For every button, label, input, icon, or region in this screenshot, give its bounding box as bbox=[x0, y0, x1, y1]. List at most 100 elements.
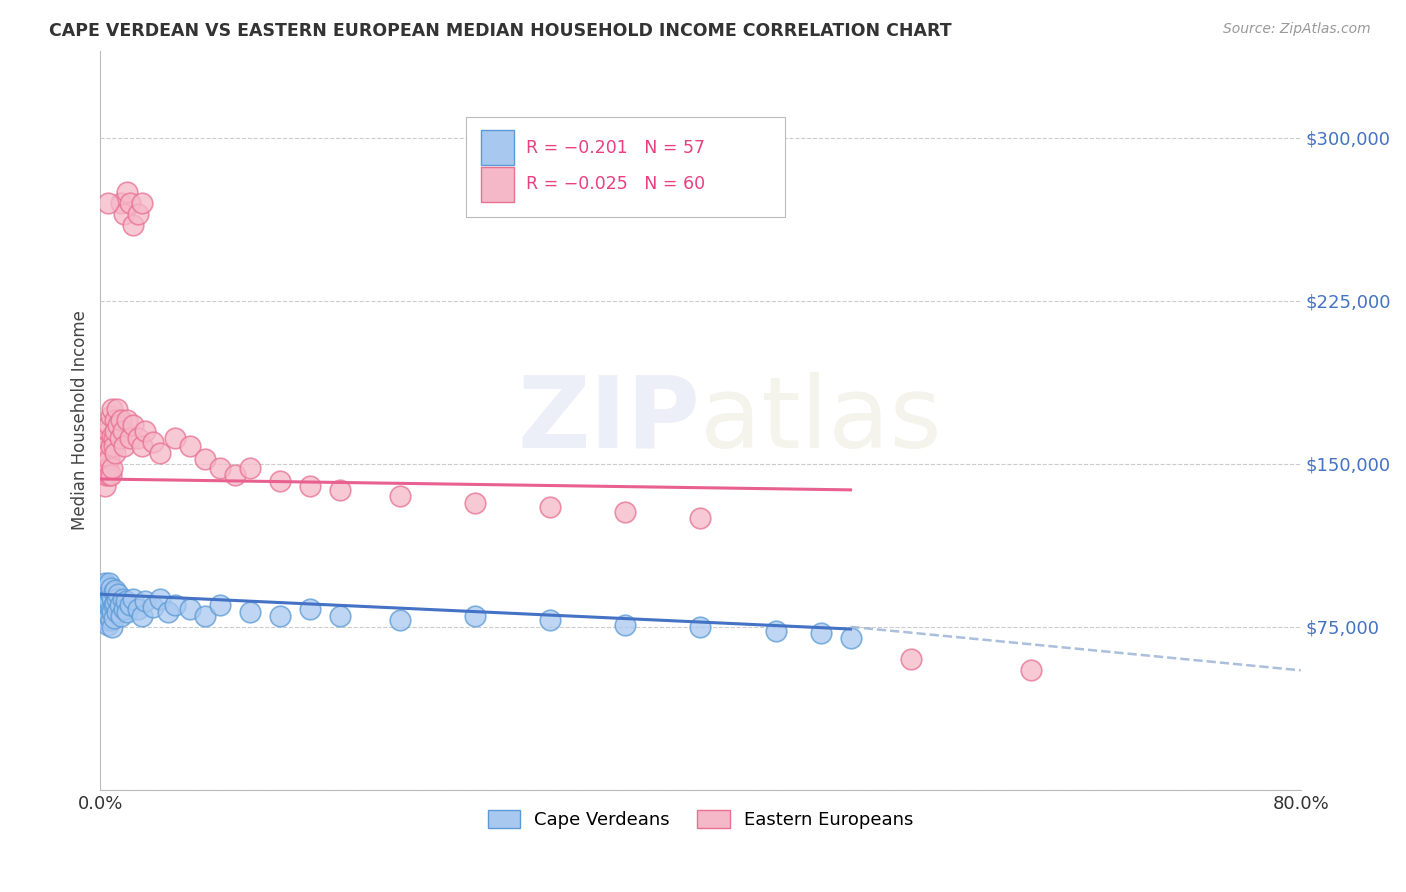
Point bbox=[179, 602, 201, 616]
Point bbox=[134, 424, 156, 438]
Point bbox=[299, 602, 322, 616]
Point bbox=[110, 413, 132, 427]
Point bbox=[149, 591, 172, 606]
Point bbox=[97, 424, 120, 438]
Point bbox=[1019, 663, 1042, 677]
Point bbox=[101, 620, 124, 634]
Point bbox=[464, 609, 486, 624]
Text: CAPE VERDEAN VS EASTERN EUROPEAN MEDIAN HOUSEHOLD INCOME CORRELATION CHART: CAPE VERDEAN VS EASTERN EUROPEAN MEDIAN … bbox=[49, 22, 952, 40]
Point bbox=[103, 611, 125, 625]
Point bbox=[134, 593, 156, 607]
Point bbox=[105, 402, 128, 417]
Point bbox=[149, 446, 172, 460]
Point bbox=[100, 587, 122, 601]
Point bbox=[98, 593, 121, 607]
Point bbox=[209, 461, 232, 475]
Point bbox=[464, 496, 486, 510]
FancyBboxPatch shape bbox=[467, 117, 785, 217]
Point bbox=[108, 598, 131, 612]
Point bbox=[127, 431, 149, 445]
Point bbox=[93, 457, 115, 471]
Point bbox=[103, 439, 125, 453]
Point bbox=[108, 431, 131, 445]
Point bbox=[107, 417, 129, 432]
Point bbox=[127, 207, 149, 221]
Point bbox=[100, 467, 122, 482]
Text: Source: ZipAtlas.com: Source: ZipAtlas.com bbox=[1223, 22, 1371, 37]
Point bbox=[100, 409, 122, 423]
Point bbox=[179, 439, 201, 453]
Point bbox=[104, 424, 127, 438]
Point bbox=[127, 602, 149, 616]
Point bbox=[100, 581, 122, 595]
Point bbox=[689, 511, 711, 525]
Point bbox=[122, 591, 145, 606]
Point bbox=[96, 613, 118, 627]
Point bbox=[112, 439, 135, 453]
Point bbox=[209, 598, 232, 612]
Point bbox=[112, 602, 135, 616]
Point bbox=[122, 218, 145, 232]
Point bbox=[94, 435, 117, 450]
Point bbox=[104, 596, 127, 610]
Point bbox=[100, 613, 122, 627]
Point bbox=[194, 609, 217, 624]
Text: R = −0.025   N = 60: R = −0.025 N = 60 bbox=[526, 176, 706, 194]
Point bbox=[97, 617, 120, 632]
Point bbox=[101, 461, 124, 475]
Point bbox=[131, 439, 153, 453]
Point bbox=[98, 452, 121, 467]
Point bbox=[104, 582, 127, 597]
Point bbox=[94, 478, 117, 492]
Point bbox=[97, 578, 120, 592]
Point bbox=[165, 431, 187, 445]
Point bbox=[156, 605, 179, 619]
Point bbox=[105, 591, 128, 606]
Point bbox=[117, 185, 139, 199]
Point bbox=[98, 417, 121, 432]
Point bbox=[103, 585, 125, 599]
Point bbox=[104, 446, 127, 460]
Point bbox=[839, 631, 862, 645]
Point bbox=[96, 467, 118, 482]
Point bbox=[104, 413, 127, 427]
Point bbox=[269, 474, 291, 488]
Point bbox=[120, 431, 142, 445]
Point bbox=[98, 609, 121, 624]
Text: atlas: atlas bbox=[700, 372, 942, 469]
Point bbox=[540, 500, 562, 515]
Point bbox=[101, 605, 124, 619]
Point bbox=[614, 505, 637, 519]
Point bbox=[107, 587, 129, 601]
Point bbox=[100, 602, 122, 616]
Point bbox=[224, 467, 246, 482]
Y-axis label: Median Household Income: Median Household Income bbox=[72, 310, 89, 530]
Point bbox=[329, 483, 352, 497]
Point bbox=[96, 582, 118, 597]
Point bbox=[103, 598, 125, 612]
Point bbox=[239, 605, 262, 619]
Point bbox=[117, 605, 139, 619]
Point bbox=[101, 591, 124, 606]
Point bbox=[98, 467, 121, 482]
Point bbox=[101, 428, 124, 442]
Point bbox=[110, 609, 132, 624]
Point bbox=[100, 439, 122, 453]
Bar bbox=[481, 167, 515, 202]
Text: R = −0.201   N = 57: R = −0.201 N = 57 bbox=[526, 138, 706, 156]
Point bbox=[131, 609, 153, 624]
Point bbox=[97, 598, 120, 612]
Point bbox=[540, 613, 562, 627]
Point bbox=[94, 605, 117, 619]
Bar bbox=[481, 129, 515, 165]
Point bbox=[97, 461, 120, 475]
Point bbox=[101, 402, 124, 417]
Point bbox=[97, 195, 120, 210]
Point bbox=[93, 587, 115, 601]
Point bbox=[299, 478, 322, 492]
Point bbox=[105, 605, 128, 619]
Point bbox=[165, 598, 187, 612]
Point bbox=[122, 417, 145, 432]
Point bbox=[120, 598, 142, 612]
Point bbox=[900, 652, 922, 666]
